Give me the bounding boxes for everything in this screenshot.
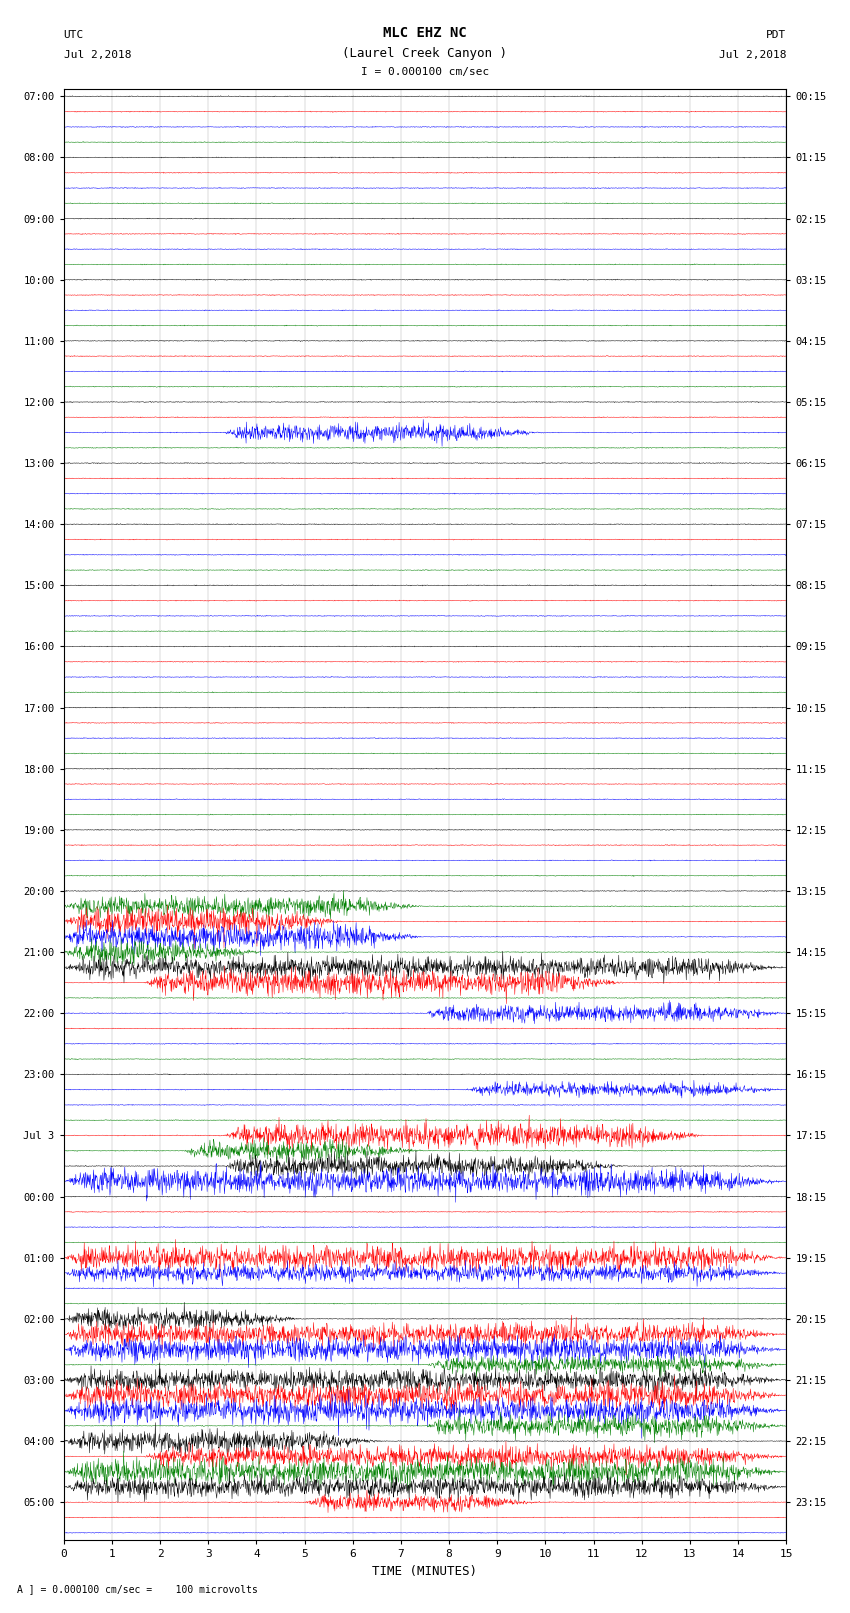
- Text: I = 0.000100 cm/sec: I = 0.000100 cm/sec: [361, 68, 489, 77]
- Text: UTC: UTC: [64, 31, 84, 40]
- Text: (Laurel Creek Canyon ): (Laurel Creek Canyon ): [343, 47, 507, 60]
- Text: PDT: PDT: [766, 31, 786, 40]
- Text: Jul 2,2018: Jul 2,2018: [719, 50, 786, 60]
- Text: MLC EHZ NC: MLC EHZ NC: [383, 26, 467, 40]
- X-axis label: TIME (MINUTES): TIME (MINUTES): [372, 1565, 478, 1578]
- Text: Jul 2,2018: Jul 2,2018: [64, 50, 131, 60]
- Text: A ] = 0.000100 cm/sec =    100 microvolts: A ] = 0.000100 cm/sec = 100 microvolts: [17, 1584, 258, 1594]
